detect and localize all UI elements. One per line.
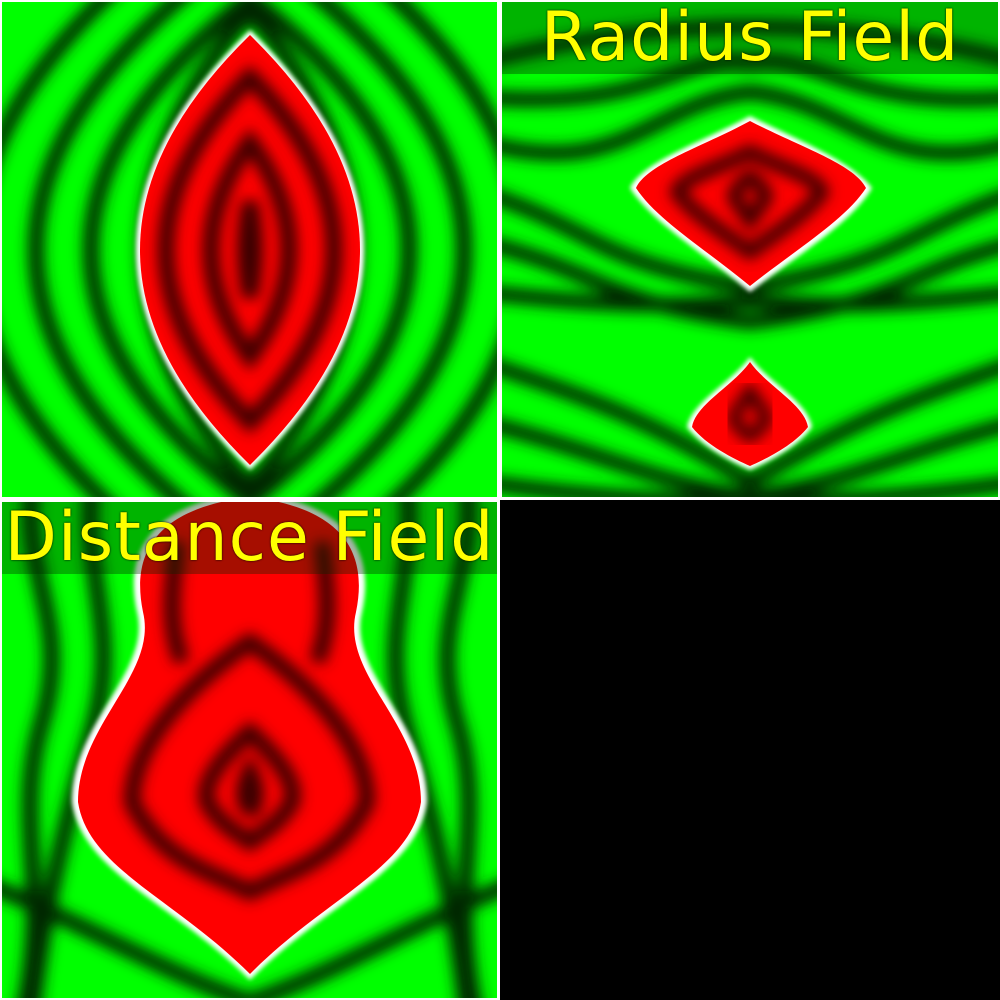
lens-field-visualization (2, 2, 497, 497)
radius-field-visualization (502, 2, 998, 497)
distance-field-visualization (2, 502, 497, 998)
empty-panel (500, 500, 1000, 1000)
distance-field-panel: Distance Field (2, 502, 497, 998)
radius-field-title: Radius Field (540, 2, 960, 77)
radius-field-panel: Radius Field (502, 2, 998, 497)
field-panel-top-left (2, 2, 497, 497)
distance-field-title: Distance Field (4, 502, 495, 577)
